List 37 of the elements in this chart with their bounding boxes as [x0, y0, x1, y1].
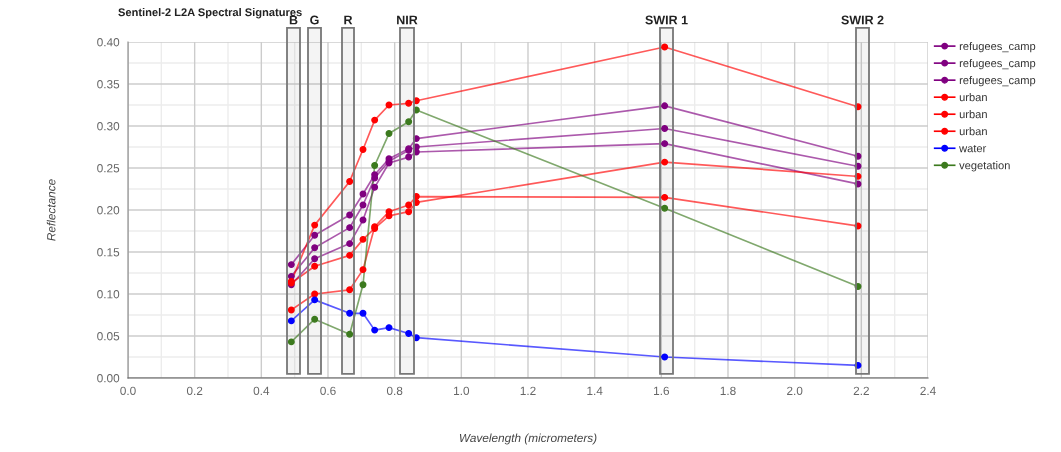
legend-label: water [959, 144, 987, 153]
x-tick-label: 1.6 [654, 386, 670, 395]
y-tick-label: 0.00 [97, 374, 120, 383]
x-tick-label: 1.0 [454, 386, 470, 395]
legend-label: urban [959, 110, 987, 119]
legend-label: urban [959, 93, 987, 102]
x-tick-label: 1.4 [587, 386, 603, 395]
band-label: NIR [397, 15, 418, 25]
y-tick-label: 0.20 [97, 206, 120, 215]
legend-label: vegetation [959, 161, 1010, 172]
y-tick-label: 0.40 [97, 38, 120, 47]
x-tick-label: 0.4 [253, 386, 270, 395]
x-tick-label: 2.4 [920, 386, 936, 395]
band-label: SWIR 2 [841, 15, 884, 25]
y-tick-label: 0.30 [97, 122, 120, 131]
y-axis-title: Reflectance [46, 179, 56, 241]
x-tick-label: 0.2 [186, 386, 203, 395]
y-tick-label: 0.10 [97, 290, 120, 299]
x-tick-label: 0.8 [386, 386, 403, 395]
x-tick-label: 0.6 [320, 386, 336, 395]
x-tick-label: 1.2 [520, 386, 536, 395]
legend-label: refugees_camp [959, 76, 1036, 87]
x-tick-label: 0.0 [120, 386, 136, 395]
band-label: R [344, 15, 353, 25]
band-label: SWIR 1 [645, 15, 688, 25]
band-label: G [310, 15, 319, 25]
y-tick-label: 0.15 [97, 248, 120, 257]
x-axis-title: Wavelength (micrometers) [459, 433, 597, 445]
legend-label: urban [959, 127, 987, 136]
x-tick-label: 2.0 [787, 386, 803, 395]
y-tick-label: 0.05 [97, 332, 120, 341]
y-tick-label: 0.35 [97, 80, 120, 89]
legend-label: refugees_camp [959, 58, 1036, 70]
legend-label: refugees_camp [959, 41, 1036, 53]
x-tick-label: 1.8 [720, 386, 736, 395]
x-tick-label: 2.2 [853, 386, 869, 395]
y-tick-label: 0.25 [97, 164, 120, 173]
